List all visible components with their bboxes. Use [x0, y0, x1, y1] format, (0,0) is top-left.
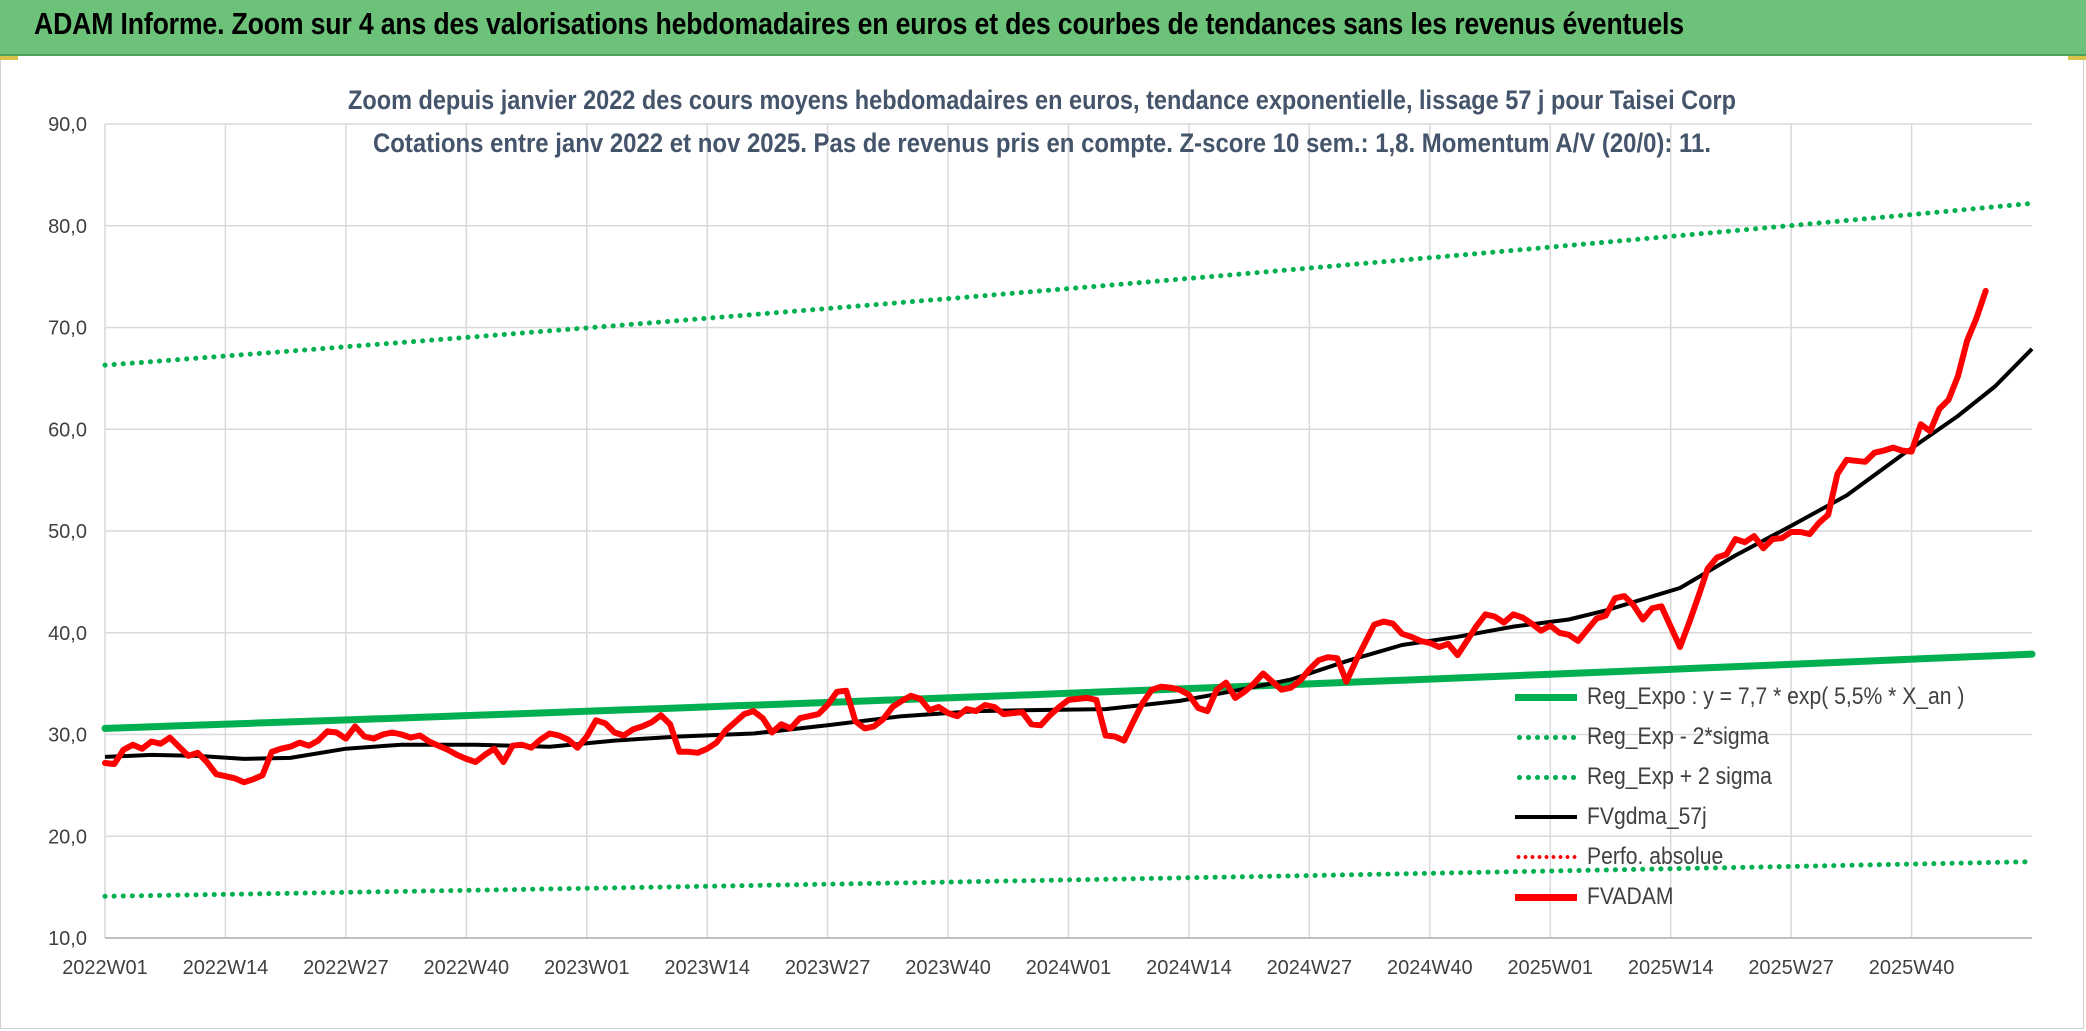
chart-title: Zoom depuis janvier 2022 des cours moyen… [348, 85, 1736, 115]
x-tick-label: 2024W14 [1146, 957, 1232, 979]
legend-label: FVgdma_57j [1587, 803, 1707, 830]
y-tick-label: 60,0 [48, 419, 87, 441]
y-tick-label: 50,0 [48, 521, 87, 543]
legend-key-solid-black [1515, 815, 1577, 819]
x-tick-label: 2025W01 [1507, 957, 1593, 979]
y-tick-label: 40,0 [48, 623, 87, 645]
x-tick-label: 2022W27 [303, 957, 389, 979]
x-tick-label: 2023W14 [664, 957, 750, 979]
series-line-reg-exp [102, 859, 2035, 899]
legend-item-reg-expo: Reg_Expo : y = 7,7 * exp( 5,5% * X_an ) [1515, 677, 2016, 717]
grid-lines [104, 123, 2032, 939]
series-line-reg-exp [102, 200, 2035, 368]
chart-subtitle: Cotations entre janv 2022 et nov 2025. P… [373, 128, 1711, 158]
legend-label: FVADAM [1587, 883, 1674, 910]
legend-item-perfo: Perfo. absolue [1515, 837, 2016, 877]
x-tick-label: 2023W40 [905, 957, 991, 979]
y-tick-label: 90,0 [48, 114, 87, 136]
legend-key-solid-green [1515, 693, 1577, 701]
legend-item-reg-exp-minus: Reg_Exp - 2*sigma [1515, 717, 2016, 757]
x-tick-label: 2022W01 [62, 957, 148, 979]
x-tick-label: 2022W40 [424, 957, 510, 979]
report-banner: ADAM Informe. Zoom sur 4 ans des valoris… [0, 0, 2086, 56]
x-tick-label: 2022W14 [183, 957, 269, 979]
legend-key-solid-red [1515, 893, 1577, 901]
legend-item-fvadam: FVADAM [1515, 877, 2016, 917]
chart-legend: Reg_Expo : y = 7,7 * exp( 5,5% * X_an ) … [1515, 677, 2016, 917]
y-tick-label: 80,0 [48, 216, 87, 238]
x-tick-label: 2025W27 [1748, 957, 1834, 979]
legend-key-dotted-green [1515, 774, 1577, 780]
legend-label: Reg_Exp - 2*sigma [1587, 723, 1769, 750]
x-tick-label: 2023W01 [544, 957, 630, 979]
legend-item-reg-exp-plus: Reg_Exp + 2 sigma [1515, 757, 2016, 797]
x-tick-label: 2024W40 [1387, 957, 1473, 979]
legend-label: Reg_Exp + 2 sigma [1587, 763, 1772, 790]
legend-label: Perfo. absolue [1587, 843, 1724, 870]
series-lines [101, 200, 2036, 899]
axis-labels: 10,0 20,0 30,0 40,0 50,0 60,0 70,0 80,0 90,0 2022… [48, 114, 1954, 979]
chart-frame [0, 56, 2084, 1029]
corner-mark-left [0, 56, 18, 60]
legend-key-dotted-green [1515, 734, 1577, 740]
x-tick-label: 2023W27 [785, 957, 871, 979]
y-tick-label: 10,0 [48, 928, 87, 950]
legend-label: Reg_Expo : y = 7,7 * exp( 5,5% * X_an ) [1587, 683, 1965, 710]
y-tick-label: 70,0 [48, 318, 87, 340]
corner-mark-right [2068, 56, 2086, 60]
x-tick-label: 2024W01 [1026, 957, 1112, 979]
y-tick-label: 20,0 [48, 826, 87, 848]
report-title: ADAM Informe. Zoom sur 4 ans des valoris… [34, 6, 1684, 41]
series-line-fvadam [102, 287, 1989, 786]
x-tick-label: 2025W14 [1628, 957, 1714, 979]
x-tick-label: 2025W40 [1869, 957, 1955, 979]
legend-item-fvgdma: FVgdma_57j [1515, 797, 2016, 837]
legend-key-dotted-red [1515, 855, 1577, 859]
x-tick-label: 2024W27 [1267, 957, 1353, 979]
y-tick-label: 30,0 [48, 725, 87, 747]
series-line-reg-expo [101, 650, 2036, 732]
